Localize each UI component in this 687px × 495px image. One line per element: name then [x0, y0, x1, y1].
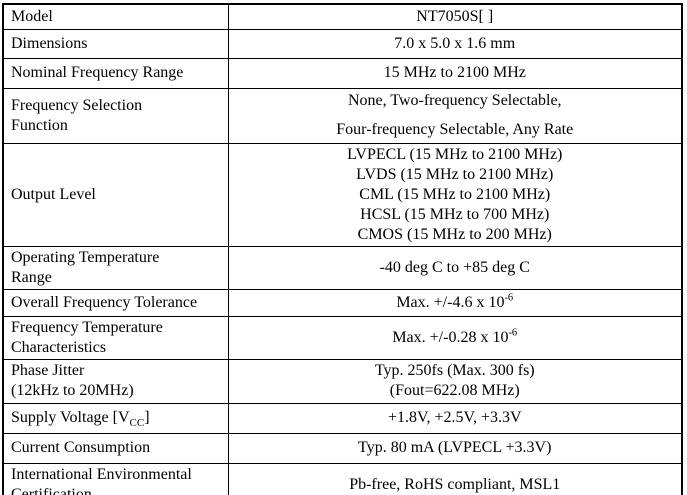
table-row-model: Model NT7050S[ ] — [2, 3, 683, 30]
value-line: Typ. 250fs (Max. 300 fs) — [374, 362, 535, 379]
row-label: Model — [2, 3, 229, 30]
table-row-overall-frequency-tolerance: Overall Frequency Tolerance Max. +/-4.6 … — [2, 288, 683, 317]
row-label: Dimensions — [2, 28, 229, 59]
value-line: LVDS (15 MHz to 2100 MHz) — [356, 165, 554, 183]
row-value: +1.8V, +2.5V, +3.3V — [227, 402, 683, 434]
row-label: Supply Voltage [VCC] — [2, 402, 229, 434]
table-row-dimensions: Dimensions 7.0 x 5.0 x 1.6 mm — [2, 28, 683, 59]
label-subscript: CC — [129, 417, 145, 430]
row-label: Operating Temperature Range — [2, 245, 229, 290]
row-label: Output Level — [2, 142, 229, 247]
row-label: Phase Jitter (12kHz to 20MHz) — [2, 358, 229, 404]
value-line: LVPECL (15 MHz to 2100 MHz) — [347, 145, 563, 163]
row-value: Typ. 250fs (Max. 300 fs) (Fout=622.08 MH… — [227, 358, 683, 404]
row-value: 7.0 x 5.0 x 1.6 mm — [227, 28, 683, 59]
row-label: International Environmental Certificatio… — [2, 462, 229, 495]
row-label: Overall Frequency Tolerance — [2, 288, 229, 317]
value-text: Max. +/-4.6 x 10 — [396, 293, 505, 311]
row-label: Nominal Frequency Range — [2, 57, 229, 89]
value-line: None, Two-frequency Selectable, — [347, 92, 562, 109]
label-line: International Environmental — [11, 465, 192, 483]
row-value: -40 deg C to +85 deg C — [227, 245, 683, 290]
row-label: Frequency Temperature Characteristics — [2, 315, 229, 360]
value-line: CML (15 MHz to 2100 MHz) — [359, 185, 551, 203]
value-line: CMOS (15 MHz to 200 MHz) — [357, 225, 552, 243]
row-label: Current Consumption — [2, 432, 229, 464]
table-row-international-environmental-certification: International Environmental Certificatio… — [2, 462, 683, 495]
row-value: 15 MHz to 2100 MHz — [227, 57, 683, 89]
value-exponent: -6 — [508, 327, 518, 339]
label-text: Supply Voltage [V — [11, 409, 130, 426]
row-value: LVPECL (15 MHz to 2100 MHz) LVDS (15 MHz… — [227, 142, 683, 247]
label-line: Frequency Selection — [11, 96, 143, 114]
row-value: Max. +/-0.28 x 10-6 — [227, 315, 683, 360]
label-line: Characteristics — [11, 338, 107, 356]
table-row-frequency-temperature-characteristics: Frequency Temperature Characteristics Ma… — [2, 315, 683, 360]
row-value: Pb-free, RoHS compliant, MSL1 — [227, 462, 683, 495]
label-line: Function — [11, 116, 68, 134]
value-line: HCSL (15 MHz to 700 MHz) — [360, 205, 550, 223]
value-line: Four-frequency Selectable, Any Rate — [336, 121, 574, 138]
row-value: Max. +/-4.6 x 10-6 — [227, 288, 683, 317]
label-line: Frequency Temperature — [11, 318, 163, 336]
label-line: Certification — [11, 485, 92, 495]
row-label: Frequency Selection Function — [2, 87, 229, 144]
table-row-operating-temperature-range: Operating Temperature Range -40 deg C to… — [2, 245, 683, 290]
row-value: Typ. 80 mA (LVPECL +3.3V) — [227, 432, 683, 464]
label-line: Phase Jitter — [11, 362, 85, 379]
table-row-supply-voltage: Supply Voltage [VCC] +1.8V, +2.5V, +3.3V — [2, 402, 683, 434]
table-row-phase-jitter: Phase Jitter (12kHz to 20MHz) Typ. 250fs… — [2, 358, 683, 404]
spec-table: Model NT7050S[ ] Dimensions 7.0 x 5.0 x … — [2, 3, 683, 495]
row-value: NT7050S[ ] — [227, 3, 683, 30]
value-exponent: -6 — [504, 292, 514, 304]
label-text: ] — [144, 409, 150, 426]
table-row-current-consumption: Current Consumption Typ. 80 mA (LVPECL +… — [2, 432, 683, 464]
table-row-nominal-frequency-range: Nominal Frequency Range 15 MHz to 2100 M… — [2, 57, 683, 89]
table-row-output-level: Output Level LVPECL (15 MHz to 2100 MHz)… — [2, 142, 683, 247]
value-line: (Fout=622.08 MHz) — [389, 382, 520, 399]
label-line: Operating Temperature — [11, 248, 160, 266]
label-line: Range — [11, 268, 52, 286]
row-value: None, Two-frequency Selectable, Four-fre… — [227, 87, 683, 144]
value-text: Max. +/-0.28 x 10 — [392, 328, 509, 346]
table-row-frequency-selection-function: Frequency Selection Function None, Two-f… — [2, 87, 683, 144]
label-line: (12kHz to 20MHz) — [11, 382, 134, 399]
